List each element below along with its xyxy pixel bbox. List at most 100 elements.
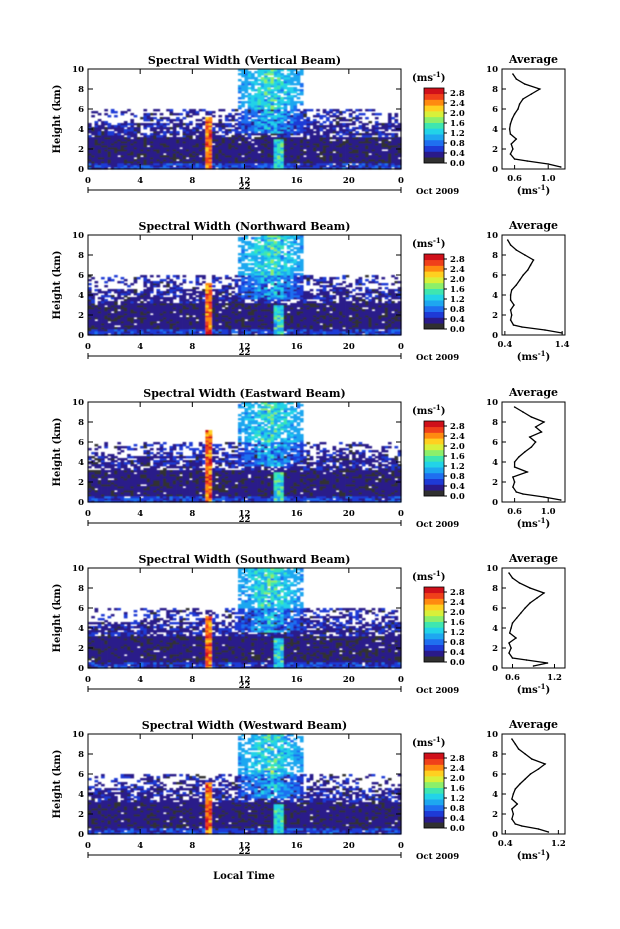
colorbar-tick-label: 0.0 bbox=[450, 325, 465, 335]
profile-y-tick-label: 0 bbox=[492, 498, 498, 508]
y-tick-label: 2 bbox=[78, 644, 84, 654]
profile-x-tick-label: 1.4 bbox=[555, 340, 570, 350]
profile-point bbox=[509, 309, 512, 311]
y-tick-label: 8 bbox=[78, 584, 84, 594]
x-tick-label: 0 bbox=[398, 841, 404, 851]
profile-point bbox=[509, 299, 512, 301]
profile-x-tick-label: 0.4 bbox=[497, 340, 512, 350]
colorbar-swatch bbox=[424, 157, 444, 164]
colorbar-swatch bbox=[424, 781, 444, 788]
profile-point bbox=[546, 662, 549, 664]
profile-x-label: (ms-1) bbox=[517, 516, 550, 530]
profile-point bbox=[518, 456, 520, 458]
profile-point bbox=[560, 166, 562, 168]
colorbar-tick-label: 1.2 bbox=[450, 295, 465, 305]
profile-point bbox=[508, 128, 511, 130]
colorbar-swatch bbox=[424, 656, 444, 663]
colorbar-swatch bbox=[424, 770, 444, 777]
colorbar-frame bbox=[423, 752, 445, 829]
colorbar-tick-label: 2.0 bbox=[450, 275, 465, 285]
profile-point bbox=[530, 416, 533, 418]
colorbar-swatch bbox=[424, 116, 444, 123]
colorbar-swatch bbox=[424, 793, 444, 800]
colorbar-swatch bbox=[424, 282, 444, 289]
profile-point bbox=[513, 481, 516, 483]
x-tick-label: 12 bbox=[239, 509, 251, 519]
date-label: 22 bbox=[239, 182, 251, 192]
profile-y-tick-label: 10 bbox=[486, 730, 498, 740]
profile-point bbox=[529, 587, 531, 589]
profile-point bbox=[540, 431, 543, 433]
profile-y-tick-label: 6 bbox=[492, 604, 498, 614]
colorbar-swatch bbox=[424, 265, 444, 272]
x-tick-label: 0 bbox=[398, 176, 404, 186]
average-profile-line bbox=[511, 738, 549, 833]
colorbar-tick-label: 2.8 bbox=[450, 588, 465, 598]
profile-point bbox=[522, 411, 524, 413]
colorbar-frame bbox=[423, 420, 445, 497]
profile-point bbox=[513, 406, 516, 408]
colorbar-unit: (ms-1) bbox=[412, 569, 445, 583]
profile-point bbox=[521, 825, 523, 827]
x-tick-label: 0 bbox=[398, 509, 404, 519]
colorbar-swatch bbox=[424, 758, 444, 765]
x-tick-label: 8 bbox=[189, 509, 195, 519]
x-tick-label: 0 bbox=[398, 342, 404, 352]
profile-y-tick-label: 0 bbox=[492, 165, 498, 175]
profile-x-tick-label: 1.0 bbox=[541, 174, 556, 184]
profile-y-tick-label: 6 bbox=[492, 438, 498, 448]
profile-point bbox=[518, 582, 521, 584]
profile-frame bbox=[501, 733, 566, 835]
profile-point bbox=[524, 778, 526, 780]
profile-point bbox=[509, 294, 512, 296]
profile-point bbox=[510, 647, 512, 649]
x-tick-label: 4 bbox=[137, 342, 143, 352]
spectral-width-heatmap bbox=[88, 235, 402, 336]
profile-point bbox=[506, 239, 509, 241]
profile-point bbox=[508, 642, 510, 644]
profile-point bbox=[511, 622, 514, 624]
colorbar-swatch bbox=[424, 592, 444, 599]
profile-point bbox=[543, 421, 545, 423]
profile-point bbox=[543, 592, 545, 594]
profile-point bbox=[537, 828, 540, 830]
y-tick-label: 4 bbox=[78, 624, 84, 634]
profile-title: Average bbox=[508, 219, 558, 232]
colorbar-swatch bbox=[424, 134, 444, 141]
profile-point bbox=[514, 743, 517, 745]
profile-point bbox=[514, 823, 517, 825]
profile-point bbox=[513, 304, 515, 306]
average-profile-line bbox=[508, 572, 548, 667]
profile-point bbox=[513, 158, 516, 160]
colorbar-tick-label: 2.4 bbox=[450, 99, 465, 109]
colorbar-swatch bbox=[424, 426, 444, 433]
profile-point bbox=[528, 436, 531, 438]
colorbar-swatch bbox=[424, 254, 444, 261]
profile-point bbox=[511, 738, 513, 740]
colorbar-frame bbox=[423, 586, 445, 663]
colorbar-swatch bbox=[424, 444, 444, 451]
profile-y-tick-label: 8 bbox=[492, 418, 498, 428]
colorbar-tick-label: 2.0 bbox=[450, 109, 465, 119]
colorbar-swatch bbox=[424, 421, 444, 428]
colorbar-tick-label: 1.2 bbox=[450, 462, 465, 472]
profile-y-tick-label: 0 bbox=[492, 830, 498, 840]
y-tick-label: 6 bbox=[78, 105, 84, 115]
colorbar-tick-label: 0.4 bbox=[450, 648, 465, 658]
profile-point bbox=[517, 748, 520, 750]
panel-title: Spectral Width (Eastward Beam) bbox=[143, 387, 345, 400]
profile-x-label: (ms-1) bbox=[517, 183, 550, 197]
profile-point bbox=[510, 143, 512, 145]
profile-point bbox=[543, 496, 545, 498]
profile-point bbox=[508, 632, 511, 634]
profile-x-tick-label: 1.2 bbox=[547, 673, 562, 683]
average-profile-line bbox=[512, 406, 561, 501]
profile-point bbox=[511, 577, 514, 579]
profile-x-tick-label: 1.0 bbox=[541, 507, 556, 517]
colorbar-swatch bbox=[424, 633, 444, 640]
colorbar-swatch bbox=[424, 753, 444, 760]
profile-point bbox=[509, 123, 512, 125]
beam-panel-0: Spectral Width (Vertical Beam) 0 2 4 6 8 10 0 4 8… bbox=[52, 53, 566, 197]
beam-panel-4: Spectral Width (Westward Beam) 0 2 4 6 8 10 0 4 8… bbox=[52, 718, 566, 862]
profile-title: Average bbox=[508, 386, 558, 399]
